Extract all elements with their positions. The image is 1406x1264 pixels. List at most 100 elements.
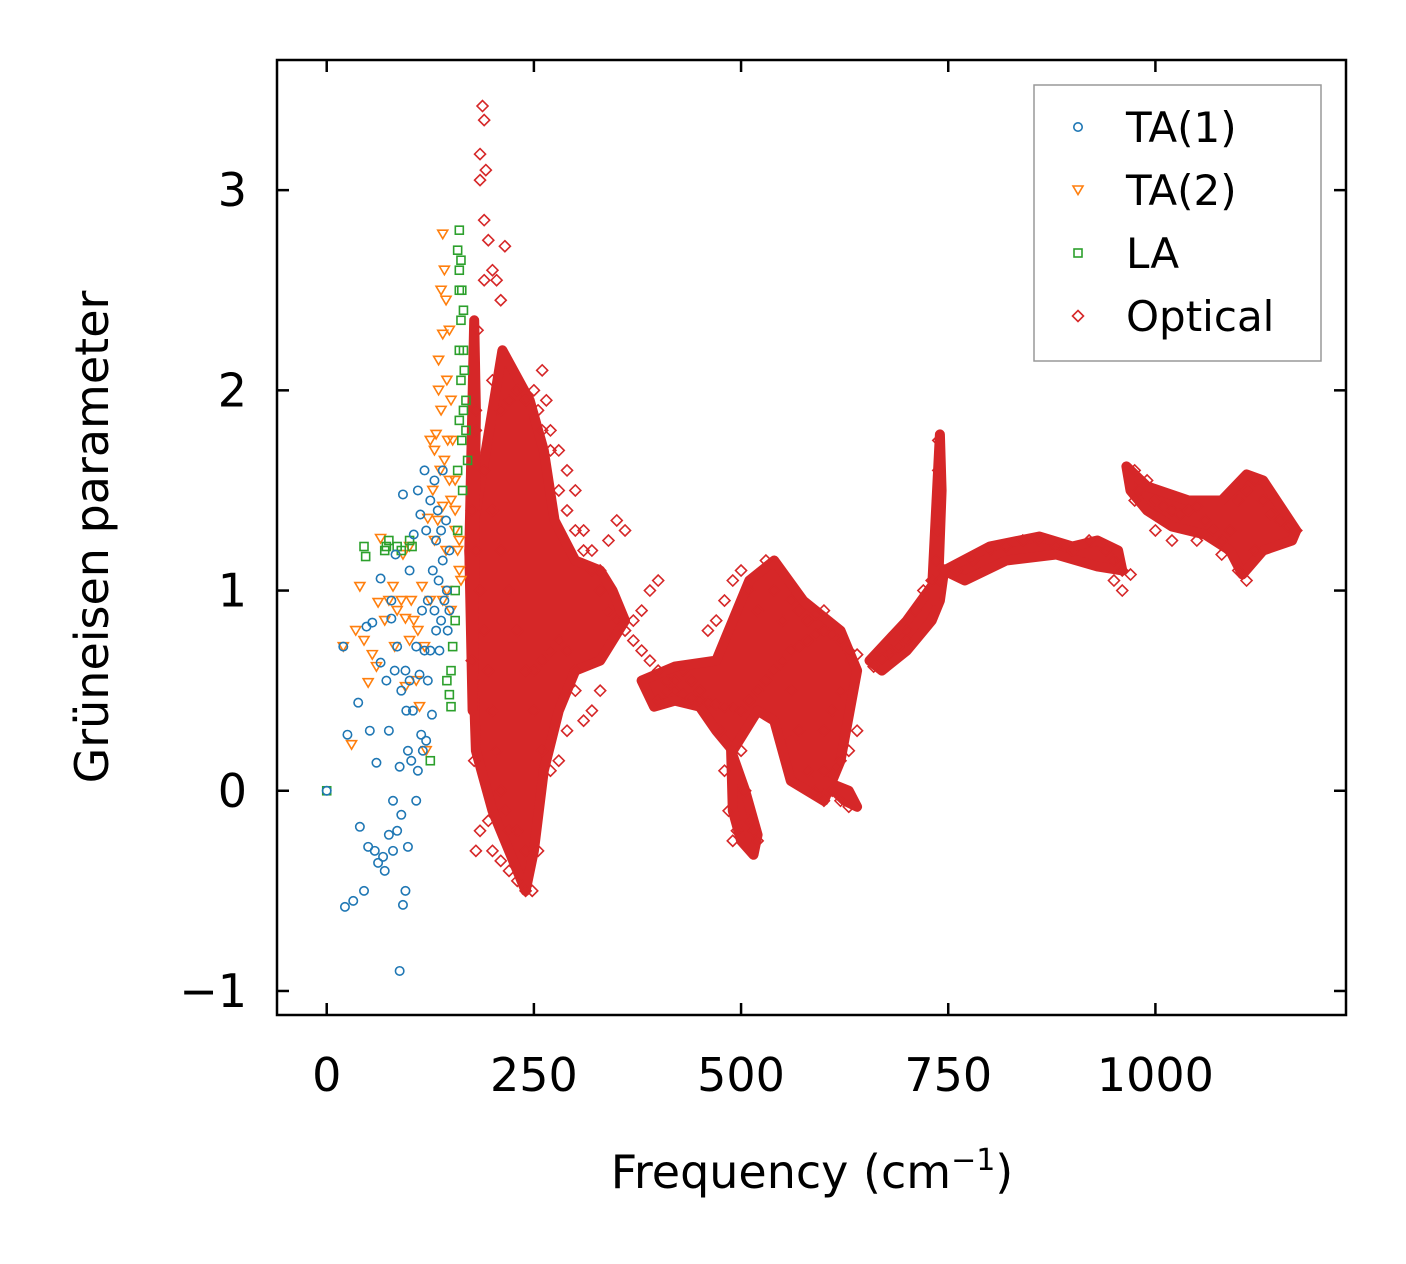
data-point-ta1 [397, 489, 408, 500]
data-point-optical [576, 523, 591, 538]
legend-marker-ta2 [1071, 185, 1085, 197]
data-point-ta1 [386, 613, 397, 624]
data-point-optical [568, 684, 582, 698]
data-point-la [454, 225, 465, 235]
x-axis-title: Frequency (cm−1) [611, 1143, 1014, 1199]
data-point-la [458, 305, 469, 316]
data-point-optical [576, 714, 591, 728]
data-point-optical [473, 173, 487, 187]
data-point-ta2 [361, 677, 375, 689]
data-point-optical [701, 696, 715, 710]
data-point-la [461, 425, 471, 436]
data-point-ta1 [383, 725, 394, 736]
data-point-la [456, 285, 467, 296]
data-point-ta1 [419, 465, 430, 476]
data-point-optical [784, 593, 798, 608]
data-point-ta2 [394, 595, 408, 607]
data-point-ta1 [437, 555, 448, 566]
data-point-optical [510, 874, 524, 888]
data-point-ta2 [452, 535, 466, 547]
data-point-ta1 [427, 565, 438, 576]
data-point-la [462, 455, 473, 466]
data-point-optical [1198, 513, 1212, 528]
data-point-ta1 [371, 757, 382, 768]
data-point-ta1 [422, 675, 433, 686]
data-point-optical [498, 239, 512, 253]
legend-marker-optical [1071, 309, 1085, 323]
data-point-ta2 [446, 435, 460, 447]
data-point-ta2 [448, 475, 462, 487]
data-point-optical [651, 573, 665, 588]
data-point-ta1 [390, 549, 401, 560]
data-point-la [458, 345, 469, 356]
data-point-optical [479, 163, 493, 177]
data-point-ta1 [414, 669, 425, 680]
data-point-ta2 [411, 625, 425, 637]
data-point-ta1 [321, 785, 332, 796]
data-point-ta1 [379, 865, 390, 876]
data-point-optical [949, 563, 964, 578]
data-point-optical [626, 613, 640, 628]
data-point-optical [485, 503, 500, 518]
data-point-optical [829, 760, 843, 774]
data-point-optical [477, 623, 491, 638]
data-point-ta2 [353, 581, 367, 593]
data-point-optical [929, 553, 943, 568]
data-point-optical [709, 613, 723, 628]
series-la [321, 225, 473, 796]
series-ta1 [321, 465, 455, 976]
data-point-optical [809, 627, 823, 642]
data-point-optical [1231, 563, 1245, 578]
data-point-ta2 [436, 229, 450, 241]
data-point-optical [931, 523, 945, 538]
data-point-optical [527, 383, 541, 397]
data-point-optical [668, 674, 682, 688]
data-point-ta2 [451, 545, 465, 557]
data-point-optical [933, 573, 947, 588]
data-point-optical [473, 824, 487, 838]
data-point-optical [900, 633, 914, 648]
data-point-optical [601, 533, 616, 548]
y-tick-label: 1 [218, 564, 247, 618]
data-point-optical [1190, 533, 1204, 548]
data-point-ta1 [432, 505, 443, 516]
data-point-ta1 [429, 475, 440, 486]
data-point-optical [634, 603, 649, 618]
data-point-ta1 [412, 765, 423, 776]
data-point-optical [560, 503, 574, 518]
data-point-optical [525, 884, 539, 898]
data-point-optical [751, 834, 765, 848]
data-point-optical [502, 393, 516, 407]
y-axis-title: Grüneisen parameter [65, 290, 119, 783]
data-point-la [447, 641, 458, 652]
data-point-optical [1248, 473, 1262, 488]
data-point-la [461, 395, 471, 406]
data-point-la [459, 365, 470, 376]
data-point-optical [1181, 503, 1196, 518]
data-point-ta1 [381, 675, 392, 686]
data-point-optical [730, 824, 744, 838]
data-point-optical [825, 627, 839, 642]
data-point-la [452, 245, 463, 255]
data-point-la [360, 551, 371, 562]
x-tick-label: 0 [312, 1048, 341, 1102]
data-point-la [444, 689, 455, 700]
data-point-ta2 [439, 545, 453, 557]
data-point-ta2 [386, 581, 400, 593]
data-point-optical [1239, 483, 1254, 498]
data-point-optical [477, 113, 491, 127]
data-point-optical [481, 664, 495, 678]
y-tick-label: 0 [218, 764, 247, 818]
data-point-optical [817, 764, 831, 778]
data-point-ta1 [436, 525, 447, 536]
data-point-ta1 [426, 709, 437, 720]
data-point-ta1 [436, 615, 447, 626]
data-point-optical [1157, 499, 1171, 514]
x-tick-label: 1000 [1097, 1048, 1214, 1102]
data-point-ta1 [400, 885, 411, 896]
data-point-optical [676, 688, 690, 702]
data-point-optical [634, 643, 649, 658]
data-point-optical [742, 583, 756, 598]
optical-band-region-1 [464, 345, 630, 896]
data-point-optical [535, 653, 549, 668]
